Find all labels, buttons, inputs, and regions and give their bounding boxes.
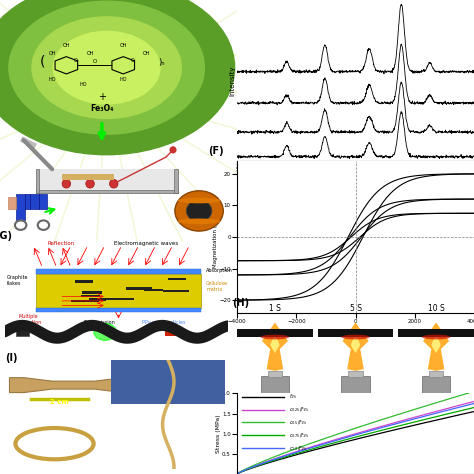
Text: Cellulose
matrix: Cellulose matrix — [206, 281, 228, 292]
Polygon shape — [270, 333, 280, 353]
Text: HO: HO — [79, 82, 87, 87]
X-axis label: 2-Theta-Scale: 2-Theta-Scale — [332, 178, 379, 184]
Y-axis label: Magnetization (emu/g): Magnetization (emu/g) — [213, 206, 218, 268]
Ellipse shape — [341, 335, 370, 339]
Text: $c_{1.0}/f_{1\%}$: $c_{1.0}/f_{1\%}$ — [289, 444, 308, 453]
Bar — [16, 328, 29, 336]
Bar — [237, 329, 313, 337]
Text: $c_{0.5}/f_{1\%}$: $c_{0.5}/f_{1\%}$ — [289, 418, 308, 427]
Text: (F): (F) — [209, 146, 224, 155]
Polygon shape — [262, 322, 288, 371]
Text: (: ( — [40, 54, 46, 68]
Bar — [422, 376, 450, 393]
Text: OH: OH — [86, 51, 94, 55]
Bar — [36, 169, 39, 193]
Text: O: O — [74, 58, 78, 63]
Ellipse shape — [422, 335, 450, 339]
Text: OH: OH — [119, 44, 127, 48]
Text: Graphite
flakes: Graphite flakes — [7, 275, 28, 286]
Bar — [127, 287, 152, 290]
Bar — [111, 360, 225, 404]
Text: HO: HO — [48, 77, 56, 82]
Bar — [174, 169, 178, 193]
Bar — [81, 295, 100, 297]
Ellipse shape — [9, 1, 204, 134]
Text: 5 S: 5 S — [349, 304, 362, 313]
Text: Multiple
reflection: Multiple reflection — [19, 314, 42, 325]
Text: (J): (J) — [209, 377, 221, 387]
Bar — [268, 371, 282, 377]
Polygon shape — [351, 333, 360, 353]
Ellipse shape — [94, 323, 116, 340]
Bar — [36, 308, 201, 312]
Bar — [348, 371, 363, 377]
Bar — [341, 376, 370, 393]
Text: $c_{0.25}/f_{1\%}$: $c_{0.25}/f_{1\%}$ — [289, 405, 310, 414]
Ellipse shape — [178, 219, 220, 224]
Text: OH: OH — [143, 51, 151, 55]
Text: (H): (H) — [232, 299, 249, 309]
Ellipse shape — [261, 335, 289, 339]
Ellipse shape — [178, 198, 220, 203]
Text: O: O — [131, 58, 135, 63]
Text: Transmission: Transmission — [83, 319, 115, 325]
X-axis label: Applied Field (Oe): Applied Field (Oe) — [325, 329, 386, 336]
Polygon shape — [9, 378, 137, 392]
Text: 10 S: 10 S — [428, 304, 445, 313]
Bar — [39, 169, 174, 190]
Bar — [36, 273, 201, 308]
Y-axis label: Stress (MPa): Stress (MPa) — [216, 414, 220, 453]
Bar — [89, 298, 106, 301]
Bar — [36, 190, 178, 193]
Bar — [8, 197, 16, 209]
Text: OH: OH — [63, 44, 70, 48]
Bar — [163, 290, 189, 292]
Ellipse shape — [0, 0, 235, 155]
Bar — [429, 371, 443, 377]
Bar — [144, 289, 164, 292]
Text: HO: HO — [119, 77, 127, 82]
Circle shape — [109, 179, 118, 188]
Bar — [168, 278, 186, 280]
Polygon shape — [423, 322, 449, 371]
Text: (G): (G) — [0, 231, 12, 241]
Text: 2 cm: 2 cm — [50, 399, 69, 405]
Text: Electromagnetic waves: Electromagnetic waves — [114, 241, 178, 246]
Text: 1 S: 1 S — [269, 304, 281, 313]
Text: $c_{0.75}/f_{1\%}$: $c_{0.75}/f_{1\%}$ — [289, 431, 310, 440]
Text: OH: OH — [48, 51, 56, 55]
Bar — [71, 300, 99, 302]
Polygon shape — [16, 194, 47, 220]
Circle shape — [62, 179, 71, 188]
Ellipse shape — [54, 31, 160, 104]
Bar — [165, 328, 179, 336]
Text: (I): (I) — [5, 354, 17, 364]
Y-axis label: Intensity: Intensity — [229, 65, 236, 96]
Polygon shape — [431, 333, 441, 353]
Text: O: O — [93, 59, 97, 64]
Bar — [82, 292, 101, 294]
Polygon shape — [342, 322, 369, 371]
Bar — [261, 376, 289, 393]
Text: Reflection: Reflection — [47, 241, 74, 246]
Bar — [103, 298, 134, 301]
Bar — [318, 329, 393, 337]
Bar — [62, 174, 114, 180]
Text: )ₙ: )ₙ — [158, 58, 164, 67]
Text: +: + — [98, 91, 106, 102]
Circle shape — [86, 179, 94, 188]
Bar — [36, 269, 201, 273]
Ellipse shape — [32, 17, 181, 118]
Text: $f_{1\%}$: $f_{1\%}$ — [289, 392, 298, 401]
Ellipse shape — [175, 191, 223, 231]
Bar — [75, 280, 93, 283]
Text: Absorption: Absorption — [206, 268, 233, 273]
Bar — [398, 329, 474, 337]
Text: Fe₃O₄: Fe₃O₄ — [90, 104, 114, 113]
Circle shape — [169, 146, 176, 154]
Ellipse shape — [186, 200, 212, 222]
Text: PPy nanoparticles: PPy nanoparticles — [142, 319, 186, 325]
